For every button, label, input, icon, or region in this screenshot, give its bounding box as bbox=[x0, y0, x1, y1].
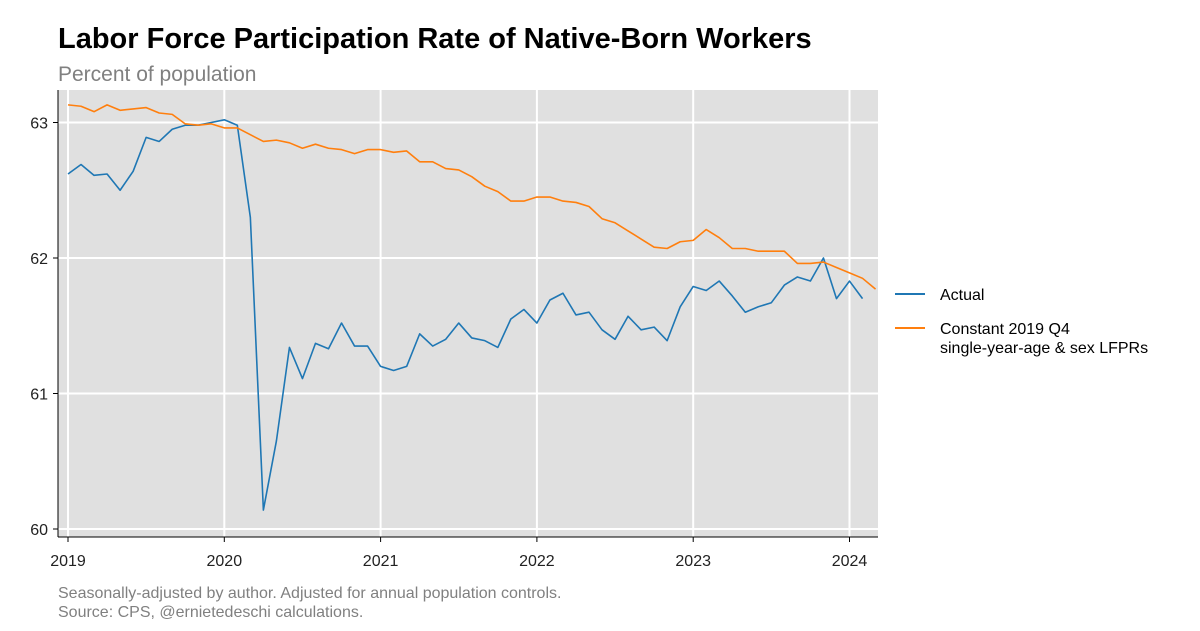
x-tick-label-2021: 2021 bbox=[363, 553, 399, 570]
x-tick-label-2024: 2024 bbox=[832, 553, 868, 570]
gridlines bbox=[58, 90, 878, 537]
axes: 60 61 62 63 2019 2020 2021 2022 2023 2024 bbox=[30, 90, 878, 570]
series-lines bbox=[67, 104, 877, 511]
caption-note: Seasonally-adjusted by author. Adjusted … bbox=[58, 585, 561, 602]
y-tick-label-62: 62 bbox=[30, 251, 48, 268]
chart-title: Labor Force Participation Rate of Native… bbox=[58, 23, 812, 55]
y-tick-label-60: 60 bbox=[30, 522, 48, 539]
chart-subtitle: Percent of population bbox=[58, 63, 256, 86]
x-tick-label-2022: 2022 bbox=[519, 553, 555, 570]
x-tick-label-2023: 2023 bbox=[675, 553, 711, 570]
plot-panel bbox=[58, 90, 878, 537]
x-tick-label-2019: 2019 bbox=[50, 553, 86, 570]
x-tick-label-2020: 2020 bbox=[207, 553, 243, 570]
legend-label-constant: Constant 2019 Q4 single-year-age & sex LF… bbox=[940, 321, 1148, 357]
legend-label-actual: Actual bbox=[940, 287, 984, 304]
y-tick-label-61: 61 bbox=[30, 387, 48, 404]
legend: Actual Constant 2019 Q4 single-year-age & … bbox=[895, 287, 1148, 357]
series-line-constant bbox=[67, 104, 877, 290]
y-tick-label-63: 63 bbox=[30, 116, 48, 133]
caption-source: Source: CPS, @ernietedeschi calculations… bbox=[58, 604, 363, 621]
